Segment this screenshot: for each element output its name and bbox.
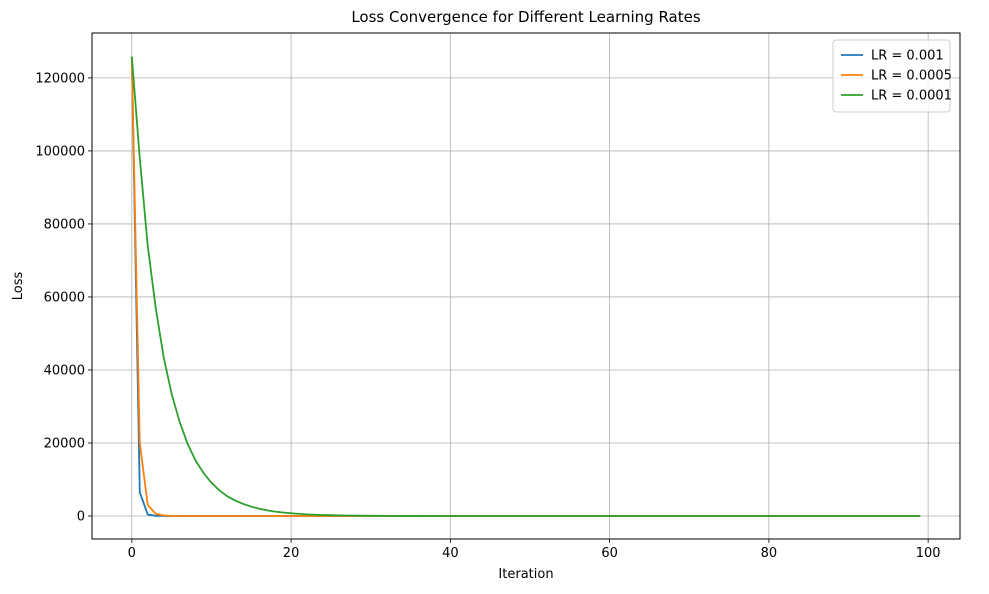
y-tick-label: 20000 — [44, 436, 85, 451]
series-lines — [130, 56, 921, 517]
legend: LR = 0.001 LR = 0.0005 LR = 0.0001 — [832, 39, 952, 113]
y-tick-label: 100000 — [35, 144, 85, 159]
y-tick-label: 40000 — [44, 363, 85, 378]
legend-label-3: LR = 0.0001 — [871, 89, 952, 104]
legend-label-1: LR = 0.001 — [871, 49, 944, 64]
plot-frame — [91, 32, 961, 540]
y-tick-label: 60000 — [44, 290, 85, 305]
series-line-1 — [130, 56, 921, 517]
y-axis-ticks: 0 20000 40000 60000 80000 100000 120000 — [35, 71, 92, 525]
x-tick-label: 100 — [916, 546, 941, 561]
x-axis-label: Iteration — [498, 567, 553, 582]
grid — [92, 33, 960, 539]
y-tick-label: 0 — [77, 510, 85, 525]
y-axis-label: Loss — [11, 272, 26, 301]
x-axis-ticks: 0 20 40 60 80 100 — [128, 539, 941, 561]
x-tick-label: 0 — [128, 546, 136, 561]
x-tick-label: 40 — [442, 546, 459, 561]
y-tick-label: 120000 — [35, 71, 85, 86]
legend-box — [832, 39, 951, 113]
series-line-3 — [130, 56, 921, 517]
x-tick-label: 60 — [601, 546, 618, 561]
x-tick-label: 20 — [283, 546, 300, 561]
y-tick-label: 80000 — [44, 217, 85, 232]
legend-label-2: LR = 0.0005 — [871, 69, 952, 84]
series-line-2 — [130, 56, 921, 517]
x-tick-label: 80 — [761, 546, 778, 561]
chart-title: Loss Convergence for Different Learning … — [351, 8, 701, 26]
